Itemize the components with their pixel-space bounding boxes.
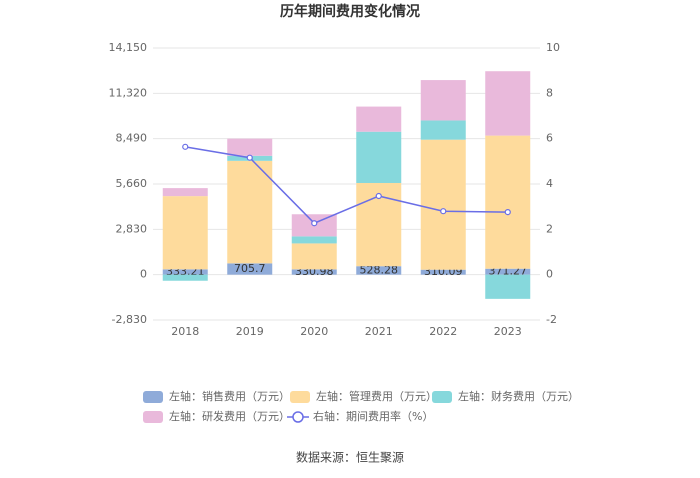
rate-point bbox=[246, 154, 253, 161]
y-tick-label: 0 bbox=[140, 268, 147, 281]
bar-segment bbox=[162, 269, 208, 275]
x-tick-label: 2020 bbox=[300, 325, 328, 338]
bar-segment bbox=[227, 138, 273, 156]
legend-label: 右轴：期间费用率（%） bbox=[313, 409, 433, 423]
rate-point bbox=[311, 220, 318, 227]
y2-tick-label: 8 bbox=[546, 86, 553, 99]
source: 数据来源：恒生聚源 bbox=[296, 450, 404, 465]
bar-segment bbox=[420, 120, 466, 140]
x-tick-label: 2021 bbox=[365, 325, 393, 338]
y-tick-label: -2,830 bbox=[112, 313, 147, 326]
bar-segment bbox=[356, 106, 402, 132]
x-tick-label: 2019 bbox=[236, 325, 264, 338]
bar-segment bbox=[227, 263, 273, 275]
legend-marker bbox=[292, 411, 304, 423]
y-tick-label: 2,830 bbox=[116, 222, 148, 235]
legend-label: 左轴：研发费用（万元） bbox=[169, 409, 290, 423]
rate-point bbox=[375, 192, 382, 200]
bar-segment bbox=[420, 80, 466, 121]
rate-point bbox=[440, 208, 447, 215]
x-tick-label: 2023 bbox=[494, 325, 522, 338]
rate-line bbox=[185, 146, 508, 225]
bar-segment bbox=[485, 274, 531, 299]
rate-point bbox=[182, 143, 189, 150]
bar-segment bbox=[420, 139, 466, 270]
bar-segment bbox=[227, 160, 273, 264]
legend-label: 左轴：销售费用（万元） bbox=[169, 389, 290, 403]
legend-swatch bbox=[290, 391, 310, 403]
rate-point bbox=[504, 209, 511, 216]
bar-segment bbox=[291, 243, 337, 270]
bar-segment bbox=[420, 269, 466, 275]
y-tick-label: 5,660 bbox=[116, 177, 148, 190]
bar-segment bbox=[356, 266, 402, 275]
y2-tick-label: 10 bbox=[546, 41, 560, 54]
bar-segment bbox=[162, 188, 208, 197]
y-tick-label: 14,150 bbox=[109, 41, 148, 54]
legend-label: 左轴：财务费用（万元） bbox=[458, 389, 579, 403]
y2-tick-label: 6 bbox=[546, 132, 553, 145]
y-tick-label: 8,490 bbox=[116, 132, 148, 145]
bar-segment bbox=[485, 135, 531, 269]
y-tick-label: 11,320 bbox=[109, 86, 148, 99]
y2-tick-label: -2 bbox=[546, 313, 557, 326]
bar-segment bbox=[356, 131, 402, 183]
y2-tick-label: 0 bbox=[546, 268, 553, 281]
legend-swatch bbox=[143, 411, 163, 423]
bar-segment bbox=[485, 268, 531, 275]
legend-label: 左轴：管理费用（万元） bbox=[316, 389, 437, 403]
bar-segment bbox=[162, 196, 208, 270]
data-label: 528.28 bbox=[360, 263, 399, 276]
bar-segment bbox=[162, 274, 208, 281]
bar-segment bbox=[485, 71, 531, 136]
y2-tick-label: 4 bbox=[546, 177, 553, 190]
chart-title: 历年期间费用变化情况 bbox=[280, 3, 420, 20]
legend-swatch bbox=[432, 391, 452, 403]
x-tick-label: 2022 bbox=[429, 325, 457, 338]
y2-tick-label: 2 bbox=[546, 222, 553, 235]
bar-segment bbox=[291, 236, 337, 244]
bar-segment bbox=[291, 269, 337, 275]
x-tick-label: 2018 bbox=[171, 325, 199, 338]
legend-swatch bbox=[143, 391, 163, 403]
data-label: 705.7 bbox=[234, 262, 266, 275]
